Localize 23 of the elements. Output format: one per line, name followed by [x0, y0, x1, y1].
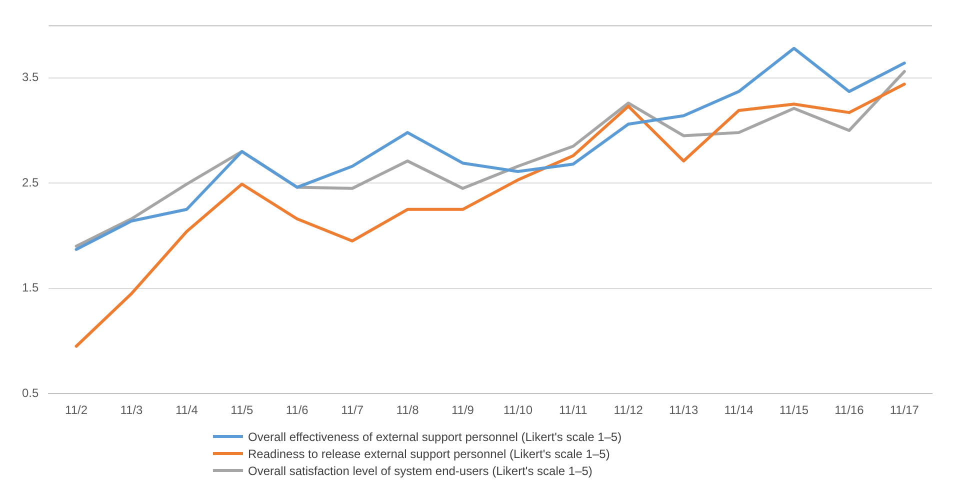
x-tick-label: 11/15: [779, 403, 809, 418]
x-tick-label: 11/4: [175, 403, 198, 418]
x-tick-label: 11/9: [452, 403, 474, 418]
x-tick-label: 11/3: [120, 403, 144, 418]
legend-label: Overall satisfaction level of system end-users (Likert's scale 1–5): [248, 464, 592, 478]
x-tick-label: 11/14: [724, 403, 754, 418]
x-tick-label: 11/11: [559, 403, 588, 418]
legend-label: Readiness to release external support personnel (Likert's scale 1–5): [248, 446, 610, 460]
x-tick-label: 11/16: [834, 403, 864, 418]
y-tick-label: 2.5: [22, 175, 39, 190]
x-tick-label: 11/12: [614, 403, 644, 418]
y-tick-label: 1.5: [22, 280, 39, 295]
x-tick-label: 11/7: [341, 403, 364, 418]
x-tick-label: 11/2: [65, 403, 88, 418]
legend-label: Overall effectiveness of external support personnel (Likert's scale 1–5): [248, 430, 622, 444]
x-tick-label: 11/6: [286, 403, 309, 418]
x-tick-label: 11/8: [396, 403, 420, 418]
x-tick-label: 11/17: [890, 403, 920, 418]
y-tick-label: 0.5: [22, 386, 39, 400]
x-tick-label: 11/5: [230, 403, 254, 418]
x-tick-label: 11/13: [668, 403, 698, 418]
y-tick-label: 3.5: [22, 70, 39, 84]
x-tick-label: 11/10: [503, 403, 533, 418]
